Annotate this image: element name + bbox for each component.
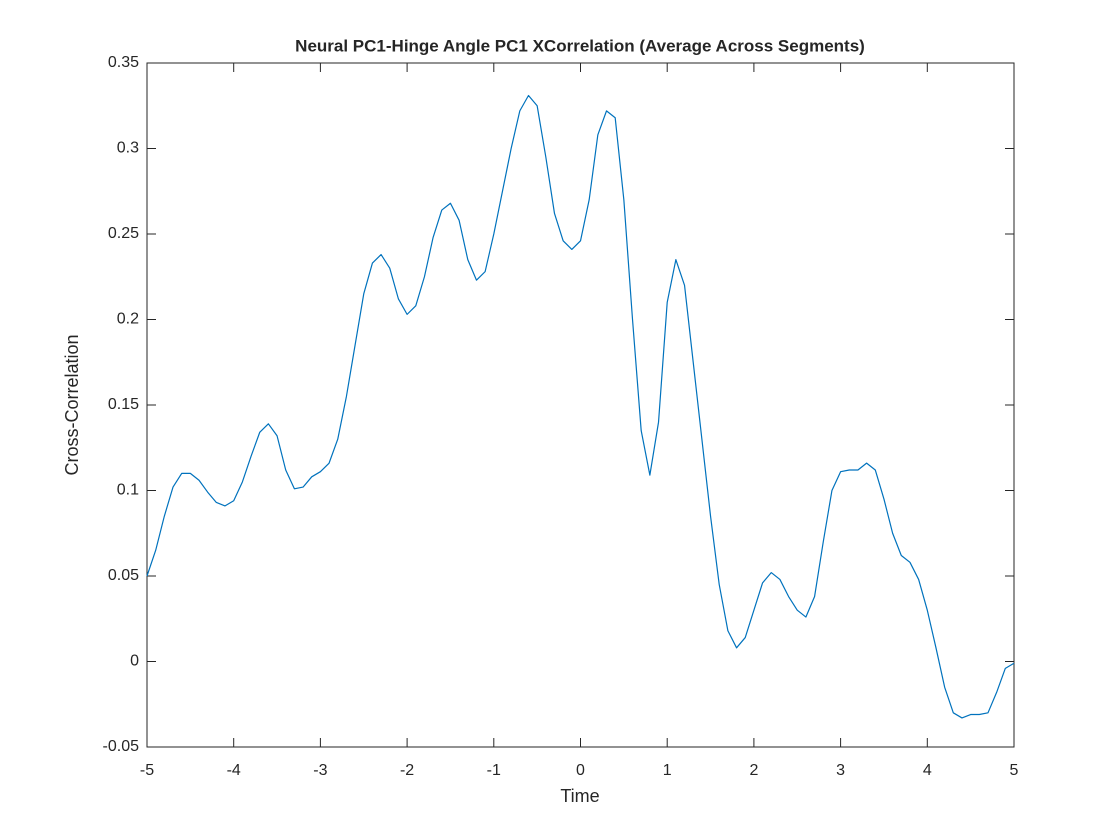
x-tick-label: 4 xyxy=(923,762,932,779)
y-tick-label: 0.15 xyxy=(108,396,139,413)
y-tick-label: 0.1 xyxy=(117,482,139,499)
x-tick-label: 0 xyxy=(576,762,585,779)
x-tick-label: 2 xyxy=(749,762,758,779)
chart-title: Neural PC1-Hinge Angle PC1 XCorrelation … xyxy=(295,36,865,55)
y-tick-label: 0.25 xyxy=(108,225,139,242)
y-tick-label: 0.35 xyxy=(108,54,139,71)
y-tick-label: 0.3 xyxy=(117,140,139,157)
x-tick-label: 5 xyxy=(1010,762,1019,779)
y-tick-label: 0 xyxy=(130,653,139,670)
data-line xyxy=(146,94,1015,719)
y-axis-label: Cross-Correlation xyxy=(62,334,82,475)
x-tick-label: -1 xyxy=(487,762,501,779)
x-tick-label: -3 xyxy=(313,762,327,779)
x-axis-label: Time xyxy=(560,786,599,806)
x-tick-label: 3 xyxy=(836,762,845,779)
y-tick-label: 0.05 xyxy=(108,567,139,584)
x-tick-label: 1 xyxy=(663,762,672,779)
x-tick-label: -2 xyxy=(400,762,414,779)
y-tick-label: 0.2 xyxy=(117,311,139,328)
y-tick-label: -0.05 xyxy=(103,738,140,755)
x-tick-label: -4 xyxy=(227,762,241,779)
x-tick-label: -5 xyxy=(140,762,154,779)
